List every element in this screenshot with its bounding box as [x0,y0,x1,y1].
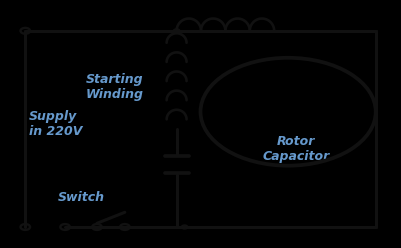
Circle shape [181,225,188,229]
Text: Switch: Switch [57,191,105,204]
Circle shape [173,29,180,33]
Text: Starting
Winding: Starting Winding [86,73,144,101]
Text: Supply
in 220V: Supply in 220V [29,110,83,138]
Text: Rotor
Capacitor: Rotor Capacitor [262,134,330,162]
